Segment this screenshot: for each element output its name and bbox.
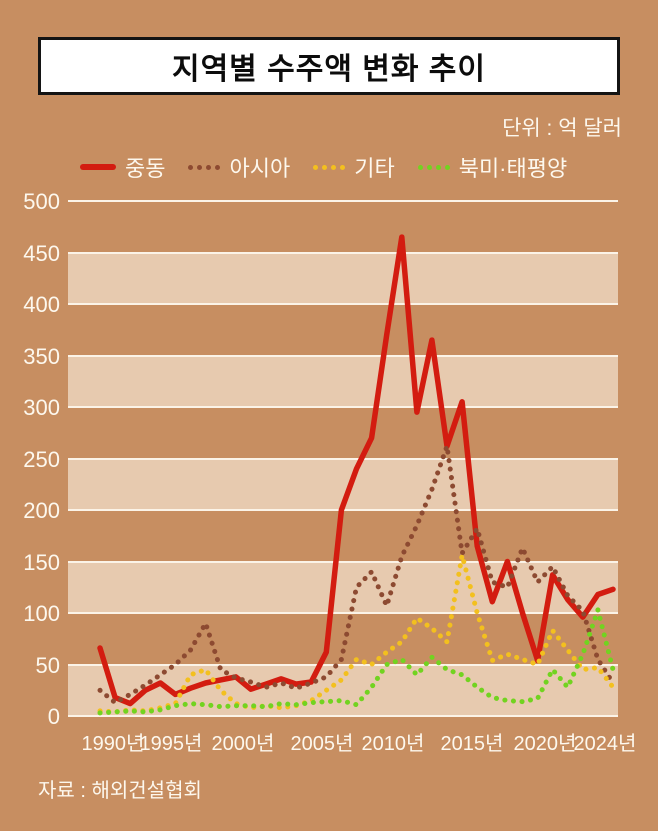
x-axis-label: 2020년 [513, 733, 577, 755]
x-axis-label: 1990년 [81, 733, 145, 755]
y-axis-label: 450 [23, 240, 60, 266]
x-axis-label: 2005년 [290, 733, 354, 755]
series-line-solid [97, 234, 616, 707]
gridline [68, 200, 618, 202]
legend-item: 중동 [80, 151, 165, 183]
y-axis-label: 200 [23, 498, 60, 523]
gridline [68, 715, 618, 717]
y-axis-label: 400 [23, 292, 60, 317]
legend-marker-dotted-line [188, 164, 221, 170]
series-line-dotted [97, 607, 616, 716]
gridline [68, 560, 618, 563]
legend-marker-dotted-line [417, 164, 450, 170]
chart-legend: 중동 아시아 기타 북미·태평양 [80, 152, 625, 182]
x-axis-label: 2010년 [361, 733, 425, 755]
x-axis: 1990년 1995년 2000년 2005년 2010년 2015년 2020년 2024년 [68, 727, 637, 755]
series-line-dotted [97, 552, 616, 715]
title-box: 지역별 수주액 변화 추이 [38, 37, 620, 95]
gridline [68, 663, 618, 666]
x-axis-label: 1995년 [139, 733, 203, 755]
unit-label: 단위 : 억 달러 [502, 117, 622, 140]
plot-area [68, 200, 618, 717]
y-axis-label: 0 [47, 704, 60, 729]
gridline [68, 406, 618, 408]
x-axis-label: 2000년 [211, 733, 275, 755]
legend-label: 북미·태평양 [458, 156, 568, 181]
legend-label: 기타 [354, 156, 395, 181]
gridline [68, 612, 618, 614]
line-chart-svg [97, 234, 616, 716]
source-label: 자료 : 해외건설협회 [38, 780, 202, 802]
y-axis-label: 100 [23, 601, 60, 626]
legend-marker-dotted-line [313, 164, 346, 170]
legend-item: 아시아 [188, 151, 290, 183]
y-axis-label: 350 [23, 343, 60, 369]
y-axis-label: 300 [23, 395, 60, 420]
y-axis-label: 250 [23, 446, 60, 472]
gridline [68, 251, 618, 254]
y-axis-label: 150 [23, 549, 60, 575]
legend-item: 북미·태평양 [417, 151, 568, 183]
plot-band [68, 561, 618, 613]
y-axis-label: 500 [23, 189, 60, 214]
gridline [68, 457, 618, 460]
plot-band [68, 355, 618, 407]
gridline [68, 354, 618, 357]
page-title: 지역별 수주액 변화 추이 [171, 53, 486, 86]
y-axis-label: 50 [35, 652, 60, 678]
x-axis-label: 2024년 [573, 733, 637, 755]
legend-item: 기타 [313, 151, 395, 183]
legend-marker-solid-line [80, 164, 116, 170]
legend-label: 중동 [125, 156, 166, 181]
legend-label: 아시아 [229, 156, 291, 181]
y-axis: 500 450 400 350 300 250 200 150 100 50 0 [0, 189, 60, 729]
series-line-dotted [97, 443, 616, 706]
x-axis-label: 2015년 [440, 733, 504, 755]
plot-band [68, 252, 618, 304]
gridline [68, 303, 618, 305]
